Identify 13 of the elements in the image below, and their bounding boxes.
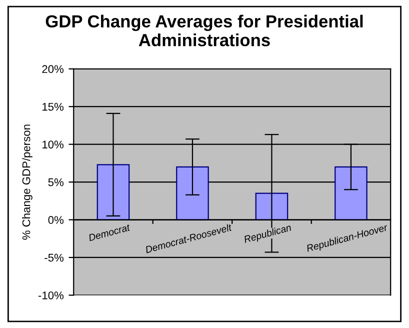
bar [96,164,130,220]
y-tick-label: 15% [42,102,64,111]
chart-title: GDP Change Averages for Presidential Administrations [46,14,363,46]
y-axis-title: % Change GDP/person [22,124,32,240]
x-tick-label: Democrat [88,224,131,242]
y-tick-label: 0% [48,216,64,224]
y-tick-label: -5% [44,254,64,262]
bar [176,166,209,220]
y-tick-label: 20% [42,65,64,74]
y-tick-label: 5% [48,178,64,186]
bar [334,166,368,220]
y-tick-label: 10% [42,140,64,148]
y-tick-label: -10% [38,291,64,300]
